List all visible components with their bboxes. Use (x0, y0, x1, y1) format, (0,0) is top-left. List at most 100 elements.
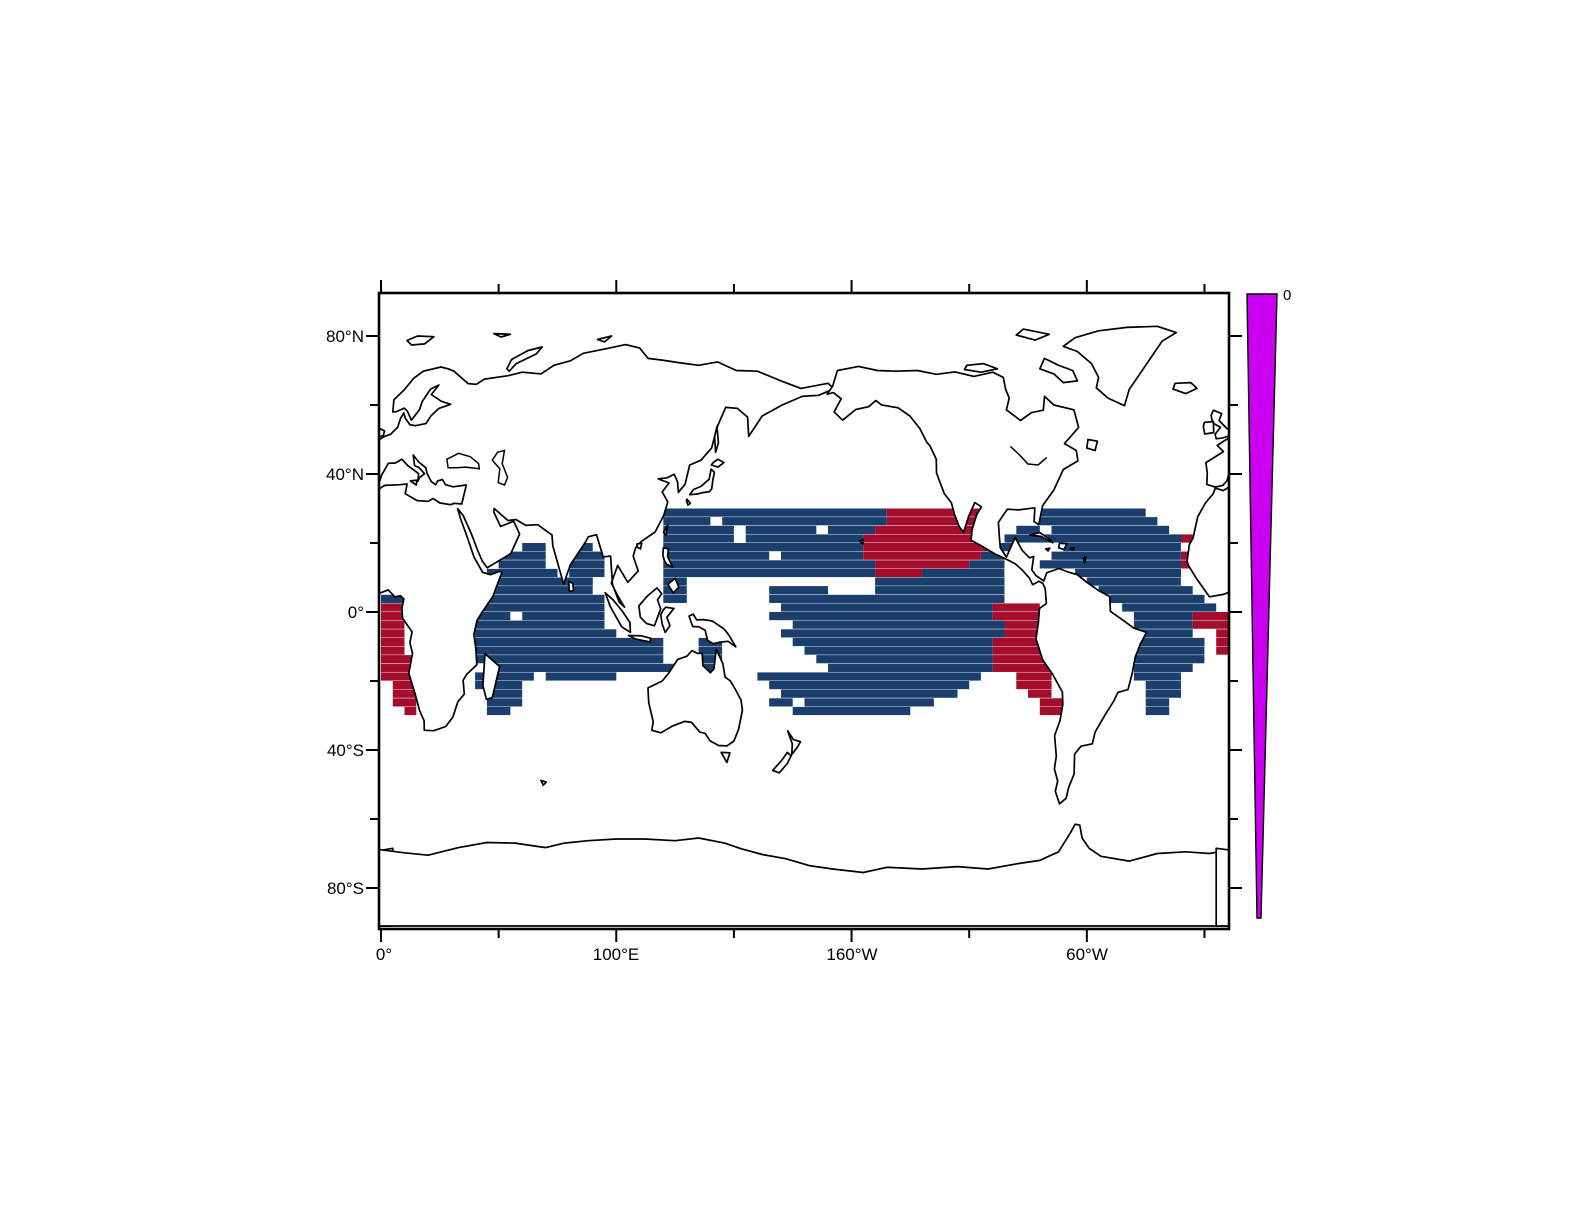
coastline (1486, 588, 1509, 626)
coastline (636, 542, 643, 550)
coastline (1484, 543, 1489, 549)
colorbar-tick-label: 0 (1283, 287, 1291, 304)
grid-cell-run (663, 551, 770, 560)
grid-cell-run (663, 543, 864, 552)
grid-cells-layer (381, 508, 1228, 716)
coastline-copy (379, 325, 1229, 927)
grid-cell-run (663, 568, 876, 578)
coastline (1568, 752, 1577, 762)
grid-cell-run (475, 594, 605, 603)
grid-cell-run (663, 560, 876, 569)
grid-cell-run (475, 603, 605, 612)
coastline (1388, 780, 1393, 785)
coastline (1057, 542, 1068, 551)
coastline (212, 543, 220, 549)
grid-cell-run (569, 568, 605, 578)
y-tick-label: 40°S (327, 741, 364, 760)
coastline (1085, 438, 1099, 452)
coastline (236, 557, 239, 562)
grid-cell-run (475, 629, 617, 638)
grid-cell-run (569, 560, 605, 569)
grid-cell-run (1039, 508, 1146, 517)
grid-cell-run (381, 603, 405, 612)
coastline (688, 468, 716, 496)
grid-cell-run (1016, 525, 1040, 534)
coastline (662, 524, 669, 537)
grid-cell-run (886, 508, 981, 517)
grid-cell-run (1192, 612, 1228, 621)
coastline (1062, 325, 1178, 407)
grid-cell-run (1133, 672, 1181, 681)
coastline (1495, 649, 1584, 746)
grid-cell-run (1216, 637, 1228, 647)
grid-cell-run (698, 663, 723, 672)
coastline (713, 425, 720, 454)
coastline-copy (1186, 334, 1584, 927)
grid-cell-run (475, 612, 511, 621)
grid-cell-run (745, 525, 817, 534)
grid-cell-run (769, 681, 970, 690)
grid-cell-run (781, 603, 993, 612)
grid-cell-run (475, 646, 664, 655)
coastline (506, 346, 544, 373)
coastline (1476, 636, 1498, 643)
grid-cell-run (522, 612, 605, 621)
grid-cell-run (781, 689, 958, 698)
coastline (118, 364, 151, 373)
grid-cell-run (1122, 655, 1205, 664)
coastline (647, 648, 744, 747)
grid-cell-run (769, 698, 793, 707)
grid-cell-run (475, 586, 593, 595)
grid-cell-run (875, 525, 993, 534)
coastline (1354, 347, 1389, 371)
coastline (379, 426, 386, 438)
grid-cell-run (1122, 603, 1217, 612)
x-tick-label: 100°E (593, 945, 640, 964)
coastline (604, 591, 632, 634)
grid-cell-run (992, 612, 1052, 621)
grid-cell-run (1051, 525, 1170, 534)
grid-cell-run (875, 568, 923, 578)
coastline (710, 458, 725, 468)
coastline (1341, 334, 1358, 337)
coastline (638, 587, 663, 627)
coastline (240, 440, 251, 451)
coastline (1044, 547, 1051, 552)
grid-cell-run (992, 646, 1064, 655)
coastline (688, 613, 737, 648)
grid-cell-run (863, 543, 993, 552)
grid-cell-run (475, 620, 605, 629)
coastline (1537, 469, 1562, 495)
coastline (666, 577, 680, 594)
grid-cell-run (992, 603, 1040, 612)
grid-cell-run (992, 543, 1017, 552)
axis-ticks-layer (366, 280, 1242, 942)
coastline (771, 751, 792, 774)
coastline (627, 634, 652, 643)
y-tick-label: 80°N (326, 327, 364, 346)
grid-cell-run (1028, 689, 1052, 698)
grid-cell-run (1016, 672, 1052, 681)
coastline (1029, 531, 1054, 544)
coastline-copy (118, 364, 394, 927)
coastline (596, 335, 613, 343)
grid-cell-run (1133, 612, 1193, 621)
inland-sea-outline (446, 452, 481, 470)
grid-cell-run (486, 706, 511, 716)
grid-cell-run (569, 551, 605, 560)
coastline (858, 538, 865, 545)
coastline (1215, 847, 1229, 927)
coastline (1445, 336, 1459, 342)
grid-cell-run (392, 681, 417, 690)
inland-sea-outline (491, 449, 509, 486)
coastline (1082, 556, 1087, 564)
coastline (1186, 436, 1229, 598)
grid-cell-run (875, 586, 1005, 595)
coastline (1069, 546, 1075, 552)
coastline (356, 422, 366, 434)
grid-cell-run (1133, 629, 1193, 638)
grid-cell-run (381, 612, 405, 621)
grid-cell-run (863, 534, 993, 543)
grid-cell-run (1216, 646, 1228, 655)
grid-cell-run (769, 594, 1005, 603)
